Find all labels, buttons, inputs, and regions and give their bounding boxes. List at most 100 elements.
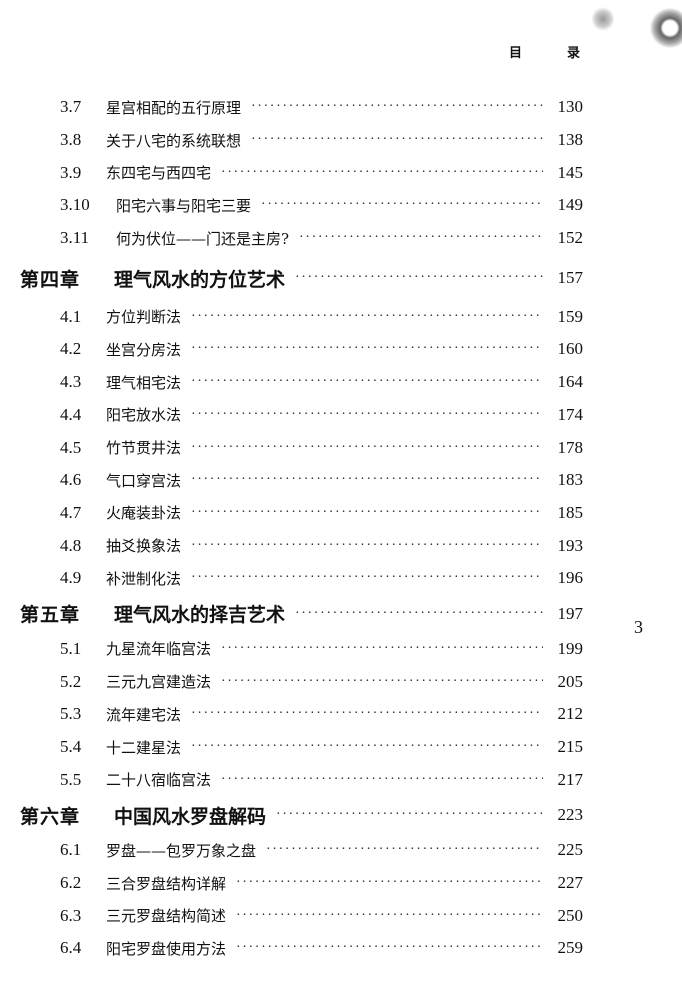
entry-title: 抽爻换象法 — [106, 537, 182, 556]
dot-leader — [221, 641, 543, 657]
entry-page: 259 — [557, 938, 584, 958]
entry-number: 5.5 — [60, 769, 82, 789]
entry-title: 三合罗盘结构详解 — [106, 874, 227, 893]
entry-title: 阳宅六事与阳宅三要 — [116, 196, 252, 215]
toc-section-entry[interactable]: 4.2 坐宫分房法 160 — [0, 333, 600, 366]
dot-leader — [191, 706, 543, 722]
dot-leader — [191, 538, 543, 554]
dot-leader — [295, 606, 543, 622]
entry-title: 九星流年临宫法 — [106, 640, 212, 659]
toc-chapter-entry[interactable]: 第六章 中国风水罗盘解码 223 — [0, 796, 600, 834]
toc-section-entry[interactable]: 4.7 火庵装卦法 185 — [0, 497, 600, 530]
dot-leader — [295, 270, 543, 286]
page-number: 3 — [634, 617, 643, 637]
toc-section-entry[interactable]: 5.3 流年建宅法 212 — [0, 698, 600, 731]
entry-title: 坐宫分房法 — [106, 340, 182, 359]
entry-title: 何为伏位——门还是主房? — [116, 229, 290, 248]
entry-title: 流年建宅法 — [106, 705, 182, 724]
dot-leader — [251, 132, 543, 148]
entry-number: 3.10 — [60, 195, 90, 215]
toc-section-entry[interactable]: 3.10 阳宅六事与阳宅三要 149 — [0, 189, 600, 222]
dot-leader — [191, 407, 543, 423]
entry-number: 第四章 — [20, 268, 81, 291]
toc-section-entry[interactable]: 4.1 方位判断法 159 — [0, 300, 600, 333]
entry-number: 6.4 — [60, 938, 82, 958]
dot-leader — [191, 309, 543, 325]
dot-leader — [236, 875, 543, 891]
entry-title: 十二建星法 — [106, 738, 182, 757]
toc-section-entry[interactable]: 3.11 何为伏位——门还是主房? 152 — [0, 222, 600, 255]
dot-leader — [191, 341, 543, 357]
toc-section-entry[interactable]: 4.6 气口穿宫法 183 — [0, 464, 600, 497]
toc-chapter-entry[interactable]: 第五章 理气风水的择吉艺术 197 — [0, 595, 600, 633]
entry-title: 三元九宫建造法 — [106, 673, 212, 692]
entry-title: 二十八宿临宫法 — [106, 771, 212, 790]
entry-number: 4.5 — [60, 437, 82, 457]
entry-page: 138 — [557, 130, 584, 150]
entry-title: 理气相宅法 — [106, 373, 182, 392]
entry-page: 159 — [557, 306, 584, 326]
entry-page: 145 — [557, 162, 584, 182]
entry-page: 157 — [557, 268, 584, 288]
entry-page: 217 — [557, 769, 584, 789]
toc-section-entry[interactable]: 5.4 十二建星法 215 — [0, 731, 600, 764]
toc-section-entry[interactable]: 6.2 三合罗盘结构详解 227 — [0, 867, 600, 900]
toc-section-entry[interactable]: 4.5 竹节贯井法 178 — [0, 431, 600, 464]
decorative-bagua-ornament-large — [650, 8, 682, 48]
entry-title: 星宫相配的五行原理 — [106, 98, 242, 117]
dot-leader — [236, 908, 543, 924]
toc-section-entry[interactable]: 4.4 阳宅放水法 174 — [0, 399, 600, 432]
dot-leader — [299, 230, 543, 246]
entry-number: 5.2 — [60, 671, 82, 691]
entry-page: 250 — [557, 905, 584, 925]
toc-section-entry[interactable]: 3.7 星宫相配的五行原理 130 — [0, 91, 600, 124]
entry-number: 第五章 — [20, 604, 81, 627]
entry-title: 东四宅与西四宅 — [106, 164, 212, 183]
toc-section-entry[interactable]: 4.8 抽爻换象法 193 — [0, 529, 600, 562]
entry-page: 223 — [557, 805, 584, 825]
entry-page: 225 — [557, 840, 584, 860]
toc-section-entry[interactable]: 3.9 东四宅与西四宅 145 — [0, 156, 600, 189]
entry-number: 4.6 — [60, 470, 82, 490]
toc-section-entry[interactable]: 5.5 二十八宿临宫法 217 — [0, 763, 600, 796]
toc-section-entry[interactable]: 4.3 理气相宅法 164 — [0, 366, 600, 399]
table-of-contents: 3.7 星宫相配的五行原理 130 3.8 关于八宅的系统联想 138 3.9 东四宅与西四宅… — [0, 91, 600, 965]
entry-number: 4.9 — [60, 568, 82, 588]
toc-section-entry[interactable]: 6.1 罗盘——包罗万象之盘 225 — [0, 834, 600, 867]
entry-number: 5.1 — [60, 638, 82, 658]
dot-leader — [221, 674, 543, 690]
entry-page: 130 — [557, 97, 584, 117]
dot-leader — [276, 807, 543, 823]
entry-page: 183 — [557, 470, 584, 490]
entry-number: 5.4 — [60, 737, 82, 757]
running-header-right: 录 — [567, 46, 581, 61]
entry-page: 212 — [557, 704, 584, 724]
toc-section-entry[interactable]: 4.9 补泄制化法 196 — [0, 562, 600, 595]
entry-number: 6.3 — [60, 905, 82, 925]
entry-number: 5.3 — [60, 704, 82, 724]
toc-section-entry[interactable]: 6.3 三元罗盘结构简述 250 — [0, 899, 600, 932]
entry-number: 3.7 — [60, 97, 82, 117]
toc-section-entry[interactable]: 5.2 三元九宫建造法 205 — [0, 665, 600, 698]
entry-page: 152 — [557, 228, 584, 248]
toc-section-entry[interactable]: 6.4 阳宅罗盘使用方法 259 — [0, 932, 600, 965]
entry-page: 205 — [557, 671, 584, 691]
toc-chapter-entry[interactable]: 第四章 理气风水的方位艺术 157 — [0, 259, 600, 297]
entry-title: 气口穿宫法 — [106, 471, 182, 490]
decorative-bagua-ornament-small — [592, 6, 614, 32]
entry-page: 215 — [557, 737, 584, 757]
dot-leader — [221, 772, 543, 788]
entry-number: 4.7 — [60, 502, 82, 522]
entry-title: 罗盘——包罗万象之盘 — [106, 841, 257, 860]
entry-title: 火庵装卦法 — [106, 504, 182, 523]
entry-number: 4.8 — [60, 535, 82, 555]
entry-number: 6.2 — [60, 873, 82, 893]
entry-page: 174 — [557, 404, 584, 424]
toc-section-entry[interactable]: 5.1 九星流年临宫法 199 — [0, 633, 600, 666]
entry-page: 193 — [557, 535, 584, 555]
toc-section-entry[interactable]: 3.8 关于八宅的系统联想 138 — [0, 124, 600, 157]
entry-number: 第六章 — [20, 805, 81, 828]
running-header-left: 目 — [509, 46, 523, 61]
dot-leader — [191, 570, 543, 586]
dot-leader — [261, 197, 543, 213]
